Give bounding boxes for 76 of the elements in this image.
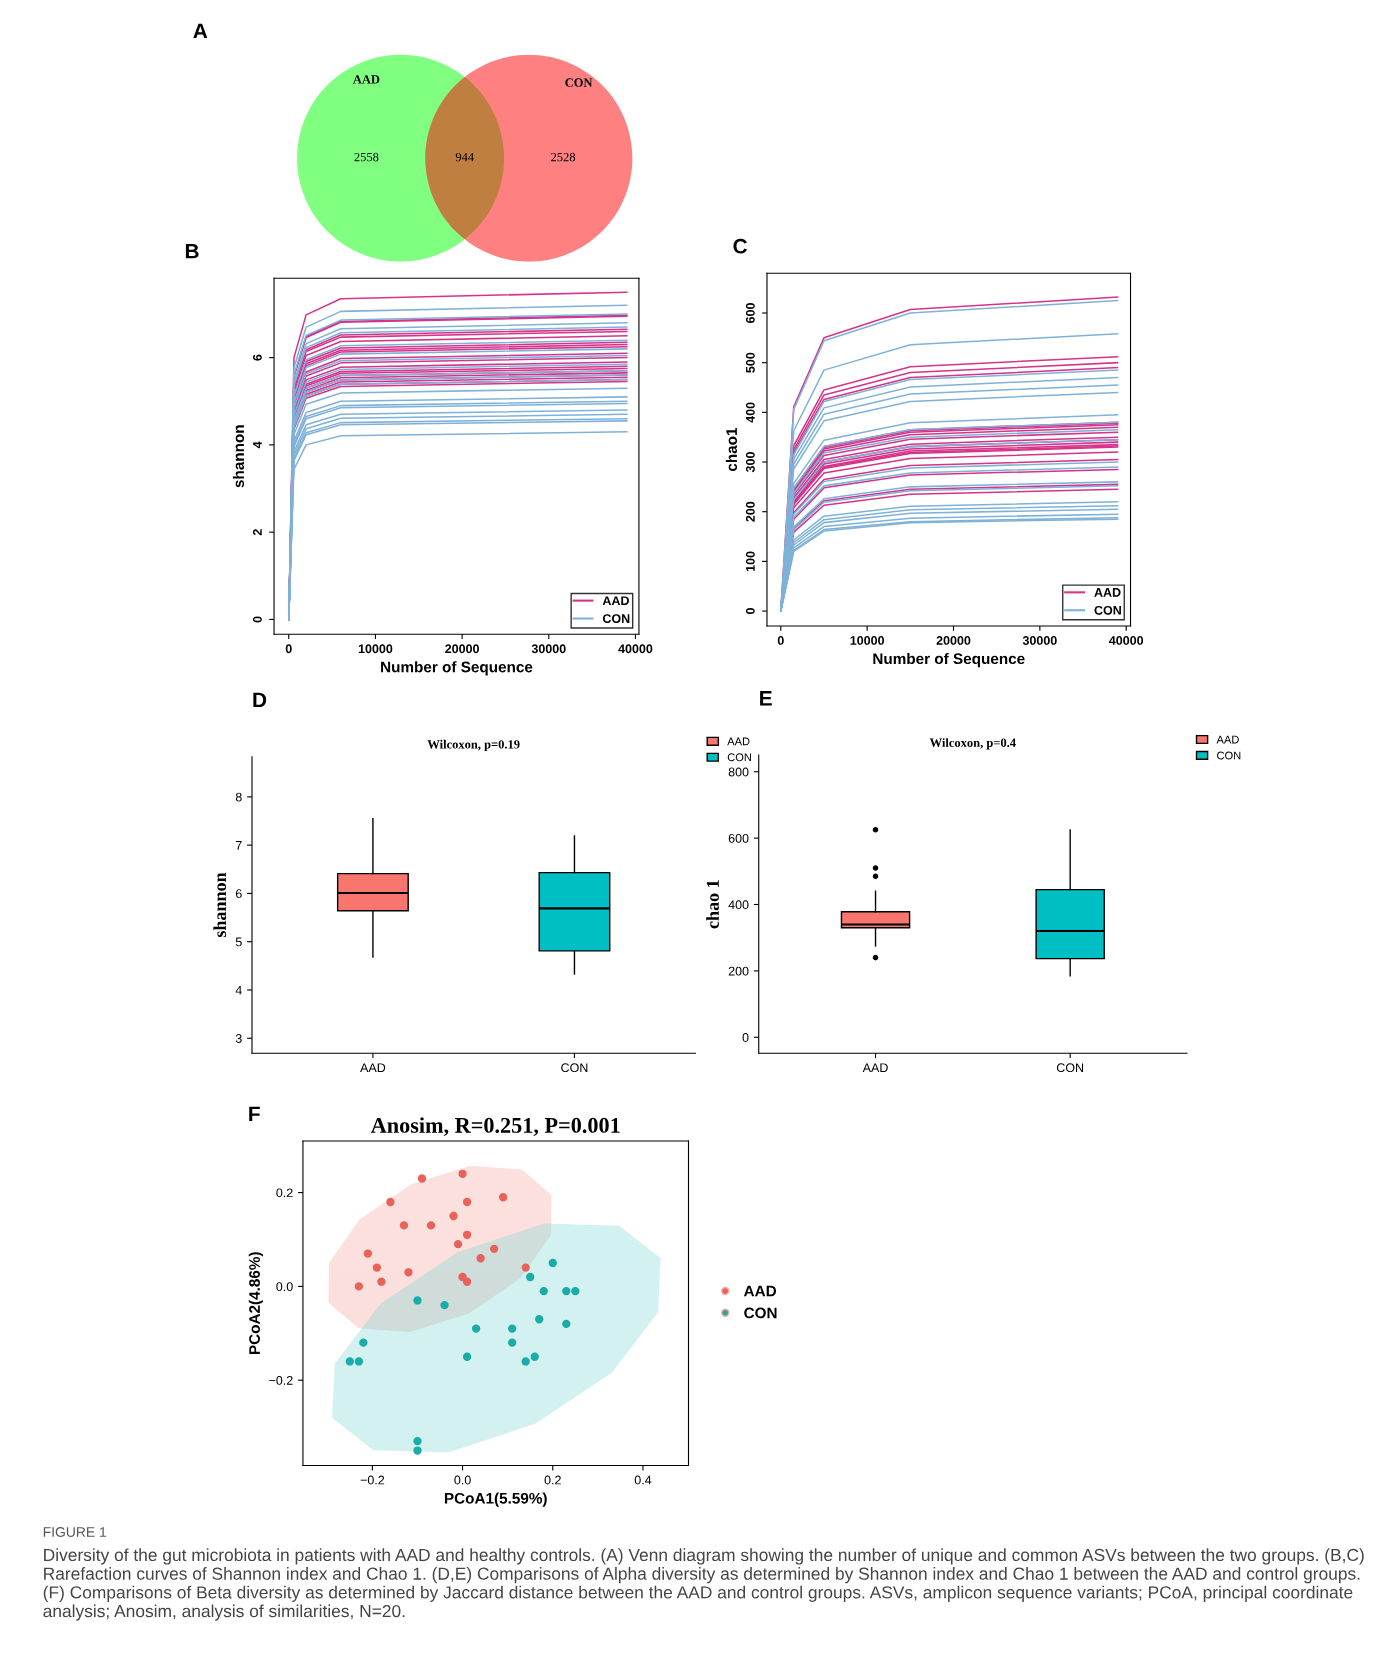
x-axis-title: Number of Sequence [873,652,1025,668]
text: D [253,692,267,708]
x-tick-label: 10000 [358,644,393,654]
chart-title: Wilcoxon, p=0.19 [427,739,520,752]
legend-label: CON [1217,751,1241,760]
y-axis-title: chao 1 [706,880,719,929]
text: B [185,244,199,259]
y-tick-label: 8 [235,792,242,802]
text: C [733,238,748,254]
y-tick-label: 3 [235,1034,242,1043]
legend-label: CON [727,753,751,762]
x-tick-label: 0.2 [544,1475,561,1485]
legend-label: AAD [743,1285,777,1297]
data-label: 2558 [354,152,379,162]
category-label: AAD [352,75,380,84]
y-tick-label: 200 [728,966,749,976]
x-tick-label: CON [561,1063,588,1073]
legend-label: AAD [1216,735,1239,744]
x-tick-label: −0.2 [360,1475,385,1485]
category-label: CON [565,78,593,87]
y-axis-title: shannon [232,425,245,488]
x-tick-label: 0 [777,636,784,645]
y-tick-label: 800 [728,767,749,777]
x-tick-label: 0.4 [634,1475,652,1485]
text: Diversity of the gut microbiota in patients with AAD and healthy controls. (A) Venn diagram showing the number of unique and common ASVs between the two groups. (B,C) Rarefaction curves of Shannon index and Chao 1. (D,E) Comparisons of Alpha diversity as determined by Shannon index and Chao 1 between the AAD and control groups. (F) Comparisons of Beta diversity as determined by Jaccard distance between the AAD and control groups. ASVs, amplicon sequence variants; PCoA, principal coordinate analysis; Anosim, analysis of similarities, N=20. [43,1548,1364,1621]
y-tick-label: 0.0 [276,1282,293,1292]
y-tick-label: 2 [252,529,262,536]
y-axis-title: chao1 [725,427,738,472]
y-tick-label: 100 [745,551,755,572]
x-tick-label: AAD [862,1063,888,1072]
legend-label: AAD [1094,588,1121,597]
y-tick-label: 0 [252,616,262,623]
y-tick-label: 0.2 [276,1188,293,1198]
legend-label: CON [744,1307,777,1319]
x-tick-label: 30000 [1022,636,1057,645]
x-tick-label: CON [1056,1063,1084,1073]
x-tick-label: 0.0 [454,1475,471,1485]
y-tick-label: 0 [745,608,755,615]
y-tick-label: 200 [745,501,755,522]
y-tick-label: 4 [253,441,262,449]
text: A [193,23,208,39]
y-tick-label: 300 [745,452,755,473]
text: E [760,691,772,706]
y-tick-label: 600 [728,833,749,843]
caption: FIGURE 1 [43,1527,107,1537]
y-axis-title: shannon [213,872,227,938]
y-tick-label: 400 [728,900,749,910]
legend-label: CON [602,614,630,624]
y-axis-title: PCoA2(4.86%) [248,1252,263,1355]
legend-label: AAD [727,737,750,746]
x-tick-label: AAD [360,1063,386,1072]
y-tick-label: 5 [235,937,242,947]
x-tick-label: 10000 [850,636,885,645]
x-axis-title: Number of Sequence [381,661,533,676]
data-label: 944 [455,152,474,162]
x-tick-label: 40000 [618,644,653,654]
text: F [249,1106,260,1122]
data-label: 2528 [551,152,576,162]
y-tick-label: 6 [235,889,242,899]
x-axis-title: PCoA1(5.59%) [444,1492,547,1507]
y-tick-label: 7 [235,841,242,850]
y-tick-label: 400 [745,402,755,423]
x-tick-label: 30000 [531,644,566,654]
y-tick-label: 6 [252,354,262,361]
y-tick-label: 0 [742,1033,749,1042]
y-tick-label: 4 [235,985,242,995]
chart-title: Wilcoxon, p=0.4 [929,738,1016,750]
chart-title: Anosim, R=0.251, P=0.001 [370,1117,620,1137]
legend-label: AAD [602,596,629,605]
x-tick-label: 40000 [1109,636,1144,645]
x-tick-label: 20000 [936,636,971,645]
y-tick-label: 600 [745,303,755,323]
y-tick-label: 500 [745,352,755,373]
y-tick-label: −0.2 [269,1376,293,1385]
x-tick-label: 20000 [445,644,479,654]
legend-label: CON [1094,605,1121,615]
